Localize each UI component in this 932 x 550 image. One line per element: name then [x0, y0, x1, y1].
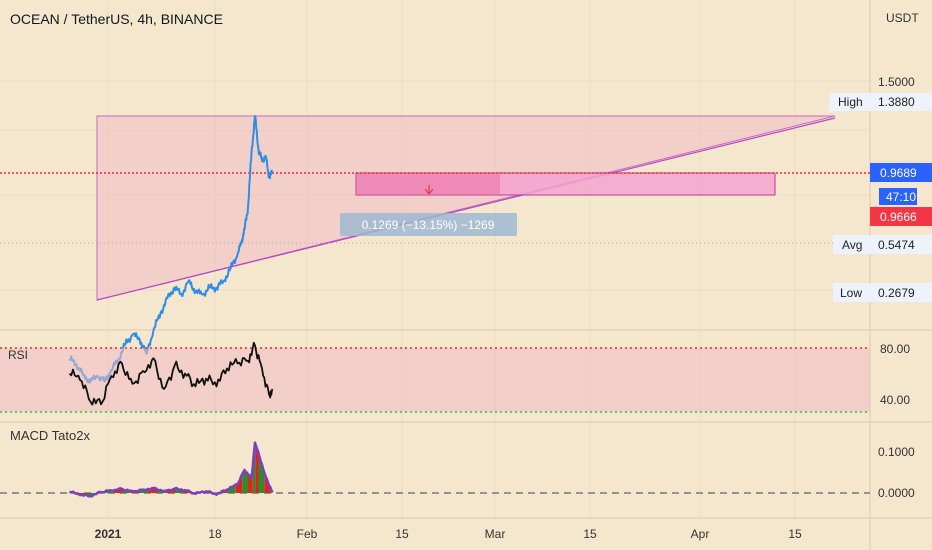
time-tick: 15 [788, 527, 802, 541]
macd-tick: 0.1000 [878, 445, 915, 459]
low-value: 0.2679 [878, 286, 915, 300]
avg-value: 0.5474 [878, 238, 915, 252]
rsi-label: RSI [8, 348, 28, 362]
macd-tick: 0.0000 [878, 486, 915, 500]
price-axis[interactable]: 1.5000 High 1.3880 0.9689 47:10 0.9666 A… [829, 75, 932, 500]
avg-label: Avg [842, 238, 862, 252]
high-label: High [838, 95, 863, 109]
time-tick: 2021 [95, 527, 122, 541]
current-price-tag [870, 163, 932, 182]
chart-title: OCEAN / TetherUS, 4h, BINANCE [10, 11, 223, 27]
countdown-tag [879, 188, 917, 205]
rsi-tick: 40.00 [880, 393, 910, 407]
time-tick: Mar [485, 527, 506, 541]
low-tag-bg [833, 283, 932, 302]
macd-label: MACD Tato2x [10, 428, 90, 443]
rsi-line[interactable] [68, 341, 274, 406]
ascending-trendline[interactable] [96, 117, 836, 301]
rsi-band-background [0, 348, 870, 412]
low-label: Low [840, 286, 862, 300]
rsi-tick: 80.00 [880, 342, 910, 356]
time-tick: 18 [208, 527, 222, 541]
time-tick: 15 [583, 527, 597, 541]
currency-label: USDT [886, 11, 919, 25]
high-value: 1.3880 [878, 95, 915, 109]
macd-line[interactable] [69, 441, 274, 498]
price-tick: 1.5000 [878, 75, 915, 89]
macd-histogram-down [78, 445, 271, 496]
time-tick: Feb [297, 527, 318, 541]
time-tick: 15 [395, 527, 409, 541]
countdown-value: 47:10 [886, 190, 916, 204]
measure-label: 0.1269 (−13.15%) −1269 [362, 218, 495, 232]
current-price-value: 0.9689 [880, 166, 917, 180]
second-price-value: 0.9666 [880, 210, 917, 224]
second-price-tag [870, 207, 932, 226]
time-axis[interactable]: 2021 18 Feb 15 Mar 15 Apr 15 [95, 527, 802, 541]
arrow-down-icon [424, 185, 434, 196]
measure-zone[interactable] [356, 173, 500, 195]
measure-label-bg [340, 213, 517, 236]
avg-tag-bg [833, 235, 932, 254]
high-tag-bg [829, 93, 932, 111]
time-tick: Apr [691, 527, 710, 541]
